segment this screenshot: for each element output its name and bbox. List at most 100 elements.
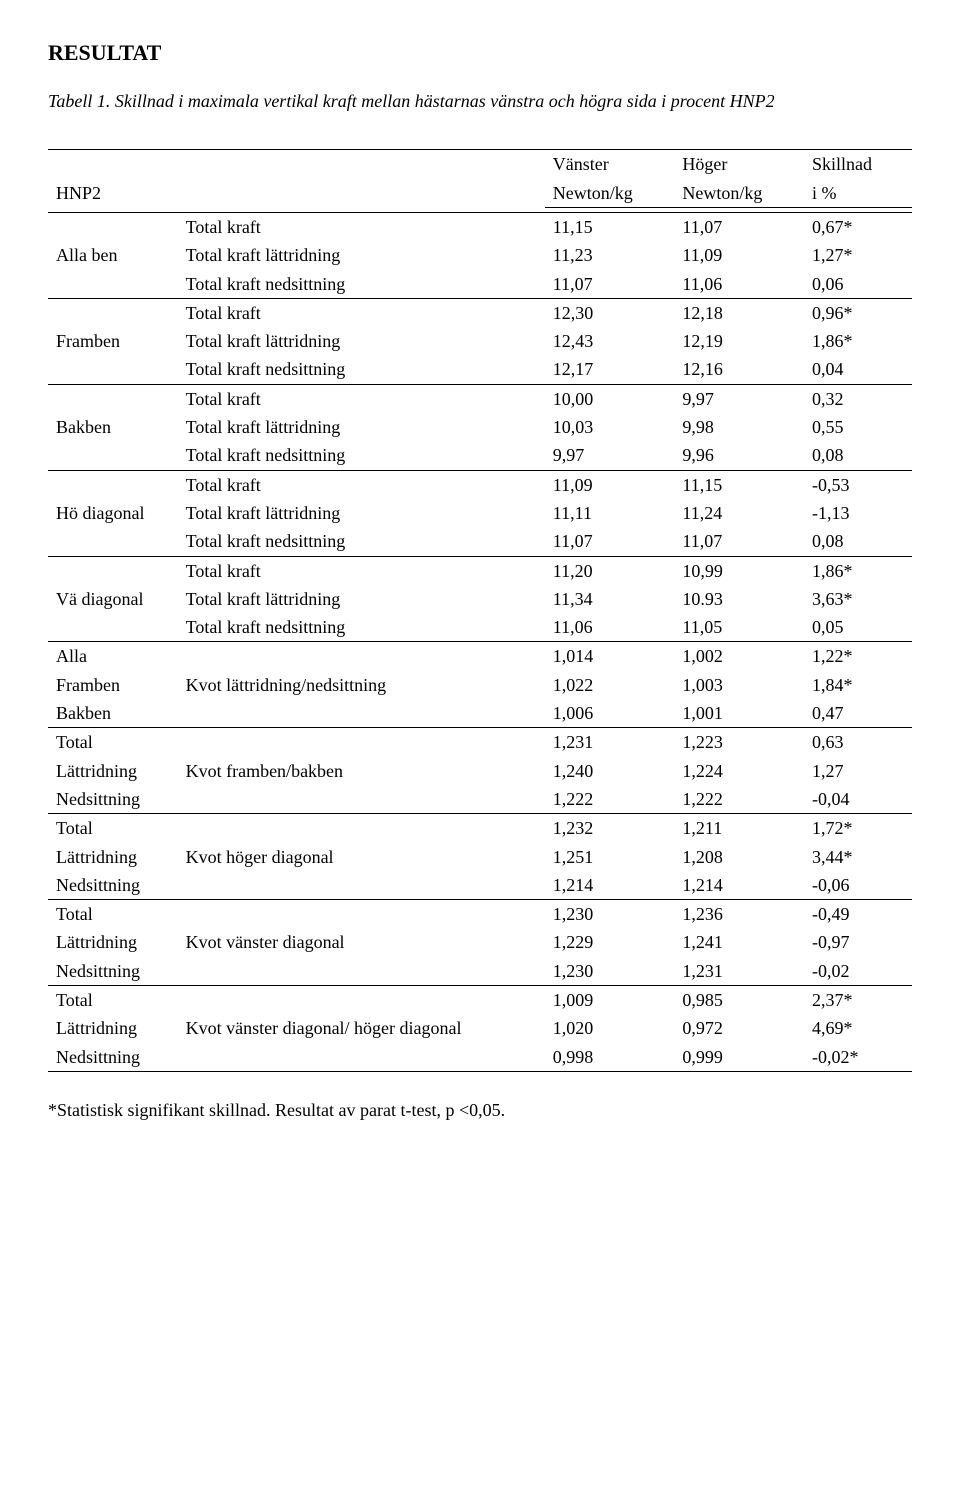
row-desc: Total kraft xyxy=(178,212,545,241)
cell-value: 0,05 xyxy=(804,613,912,642)
footnote: *Statistisk signifikant skillnad. Result… xyxy=(48,1100,912,1121)
cell-value: 2,37* xyxy=(804,986,912,1015)
cell-value: 1,230 xyxy=(545,957,675,986)
group-label: Total xyxy=(48,814,178,843)
row-desc xyxy=(178,957,545,986)
cell-value: 1,72* xyxy=(804,814,912,843)
cell-value: 12,30 xyxy=(545,298,675,327)
cell-value: -1,13 xyxy=(804,499,912,527)
cell-value: 10,00 xyxy=(545,384,675,413)
group-label: Lättridning xyxy=(48,1014,178,1042)
cell-value: 0,06 xyxy=(804,270,912,299)
cell-value: 1,230 xyxy=(545,900,675,929)
page-title: RESULTAT xyxy=(48,40,912,66)
row-desc: Total kraft lättridning xyxy=(178,413,545,441)
cell-value: 9,96 xyxy=(674,441,804,470)
cell-value: 0,999 xyxy=(674,1043,804,1072)
group-label: Vä diagonal xyxy=(48,585,178,613)
cell-value: 1,27* xyxy=(804,241,912,269)
cell-value: 1,251 xyxy=(545,843,675,871)
cell-value: 0,08 xyxy=(804,527,912,556)
header-skillnad-1: Skillnad xyxy=(804,150,912,179)
cell-value: -0,97 xyxy=(804,928,912,956)
row-desc: Total kraft nedsittning xyxy=(178,613,545,642)
row-desc: Total kraft xyxy=(178,470,545,499)
header-hoger-1: Höger xyxy=(674,150,804,179)
cell-value: 1,236 xyxy=(674,900,804,929)
group-label: Total xyxy=(48,728,178,757)
cell-value: 0,08 xyxy=(804,441,912,470)
cell-value: 1,232 xyxy=(545,814,675,843)
group-label: Total xyxy=(48,986,178,1015)
cell-value: 11,15 xyxy=(674,470,804,499)
cell-value: 1,020 xyxy=(545,1014,675,1042)
group-label: Nedsittning xyxy=(48,785,178,814)
cell-value: 1,86* xyxy=(804,327,912,355)
group-label: Nedsittning xyxy=(48,957,178,986)
row-desc xyxy=(178,785,545,814)
cell-value: -0,04 xyxy=(804,785,912,814)
cell-value: 0,47 xyxy=(804,699,912,728)
cell-value: 1,214 xyxy=(545,871,675,900)
cell-value: 11,15 xyxy=(545,212,675,241)
cell-value: 1,231 xyxy=(545,728,675,757)
cell-value: 10.93 xyxy=(674,585,804,613)
cell-value: 12,17 xyxy=(545,355,675,384)
cell-value: -0,02 xyxy=(804,957,912,986)
row-desc: Total kraft lättridning xyxy=(178,241,545,269)
cell-value: 0,96* xyxy=(804,298,912,327)
table-caption: Tabell 1. Skillnad i maximala vertikal k… xyxy=(48,90,912,113)
row-desc: Total kraft xyxy=(178,384,545,413)
group-label: Nedsittning xyxy=(48,871,178,900)
group-label xyxy=(48,556,178,585)
row-desc xyxy=(178,642,545,671)
cell-value: 0,67* xyxy=(804,212,912,241)
row-desc xyxy=(178,699,545,728)
cell-value: 9,97 xyxy=(545,441,675,470)
cell-value: 11,11 xyxy=(545,499,675,527)
cell-value: 1,222 xyxy=(545,785,675,814)
cell-value: 1,84* xyxy=(804,671,912,699)
header-hoger-2: Newton/kg xyxy=(674,179,804,208)
cell-value: 9,98 xyxy=(674,413,804,441)
row-desc: Total kraft lättridning xyxy=(178,585,545,613)
cell-value: 12,16 xyxy=(674,355,804,384)
row-desc xyxy=(178,728,545,757)
group-label: Lättridning xyxy=(48,928,178,956)
row-desc xyxy=(178,871,545,900)
cell-value: 1,009 xyxy=(545,986,675,1015)
row-desc xyxy=(178,1043,545,1072)
cell-value: 1,222 xyxy=(674,785,804,814)
row-desc: Total kraft nedsittning xyxy=(178,527,545,556)
cell-value: 1,014 xyxy=(545,642,675,671)
group-label xyxy=(48,613,178,642)
row-desc: Kvot framben/bakben xyxy=(178,757,545,785)
row-desc xyxy=(178,900,545,929)
cell-value: 11,07 xyxy=(674,527,804,556)
cell-value: 1,002 xyxy=(674,642,804,671)
row-desc xyxy=(178,814,545,843)
cell-value: 11,09 xyxy=(674,241,804,269)
cell-value: 0,998 xyxy=(545,1043,675,1072)
row-desc: Total kraft nedsittning xyxy=(178,355,545,384)
cell-value: 11,09 xyxy=(545,470,675,499)
cell-value: 0,32 xyxy=(804,384,912,413)
cell-value: 12,43 xyxy=(545,327,675,355)
row-desc: Total kraft lättridning xyxy=(178,499,545,527)
cell-value: 11,07 xyxy=(674,212,804,241)
group-label: Bakben xyxy=(48,413,178,441)
cell-value: 11,34 xyxy=(545,585,675,613)
group-label: Lättridning xyxy=(48,757,178,785)
row-desc: Total kraft xyxy=(178,556,545,585)
cell-value: 11,06 xyxy=(674,270,804,299)
cell-value: 1,224 xyxy=(674,757,804,785)
cell-value: 0,55 xyxy=(804,413,912,441)
cell-value: 11,23 xyxy=(545,241,675,269)
header-vanster-2: Newton/kg xyxy=(545,179,675,208)
group-label: Bakben xyxy=(48,699,178,728)
row-desc: Kvot lättridning/nedsittning xyxy=(178,671,545,699)
cell-value: 3,44* xyxy=(804,843,912,871)
header-vanster-1: Vänster xyxy=(545,150,675,179)
row-desc: Total kraft nedsittning xyxy=(178,441,545,470)
row-desc xyxy=(178,986,545,1015)
